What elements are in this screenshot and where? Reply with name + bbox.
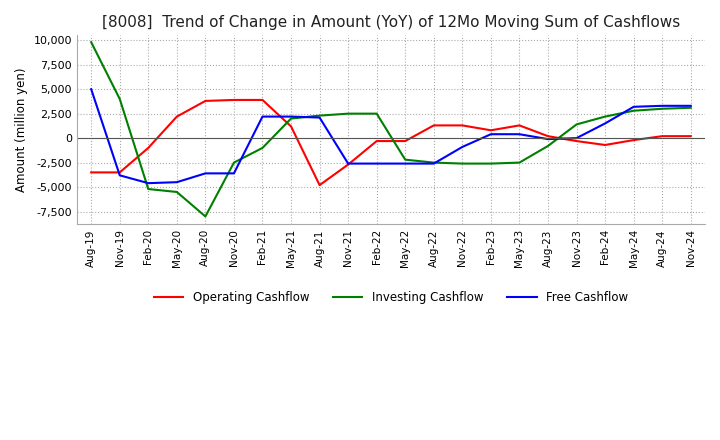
Investing Cashflow bbox=[173, 189, 181, 194]
Investing Cashflow bbox=[429, 160, 438, 165]
Line: Investing Cashflow: Investing Cashflow bbox=[91, 42, 690, 216]
Investing Cashflow bbox=[258, 145, 267, 150]
Operating Cashflow bbox=[173, 114, 181, 119]
Operating Cashflow bbox=[344, 162, 353, 167]
Free Cashflow bbox=[287, 114, 295, 119]
Investing Cashflow bbox=[686, 105, 695, 110]
Operating Cashflow bbox=[372, 139, 381, 144]
Free Cashflow bbox=[258, 114, 267, 119]
Free Cashflow bbox=[401, 161, 410, 166]
Free Cashflow bbox=[201, 171, 210, 176]
Free Cashflow bbox=[344, 161, 353, 166]
Investing Cashflow bbox=[515, 160, 523, 165]
Line: Free Cashflow: Free Cashflow bbox=[91, 89, 690, 183]
Free Cashflow bbox=[458, 144, 467, 150]
Operating Cashflow bbox=[144, 145, 153, 150]
Operating Cashflow bbox=[458, 123, 467, 128]
Investing Cashflow bbox=[230, 160, 238, 165]
Operating Cashflow bbox=[287, 124, 295, 129]
Free Cashflow bbox=[600, 121, 609, 126]
Investing Cashflow bbox=[372, 111, 381, 116]
Free Cashflow bbox=[115, 172, 124, 178]
Free Cashflow bbox=[686, 103, 695, 109]
Legend: Operating Cashflow, Investing Cashflow, Free Cashflow: Operating Cashflow, Investing Cashflow, … bbox=[149, 286, 633, 309]
Investing Cashflow bbox=[458, 161, 467, 166]
Operating Cashflow bbox=[87, 170, 96, 175]
Investing Cashflow bbox=[344, 111, 353, 116]
Investing Cashflow bbox=[144, 187, 153, 192]
Y-axis label: Amount (million yen): Amount (million yen) bbox=[15, 68, 28, 192]
Free Cashflow bbox=[658, 103, 667, 109]
Operating Cashflow bbox=[401, 139, 410, 144]
Operating Cashflow bbox=[230, 97, 238, 103]
Operating Cashflow bbox=[629, 137, 638, 143]
Free Cashflow bbox=[629, 104, 638, 110]
Free Cashflow bbox=[544, 136, 552, 142]
Operating Cashflow bbox=[658, 133, 667, 139]
Free Cashflow bbox=[429, 161, 438, 166]
Operating Cashflow bbox=[315, 183, 324, 188]
Investing Cashflow bbox=[600, 114, 609, 119]
Investing Cashflow bbox=[572, 122, 581, 127]
Investing Cashflow bbox=[658, 106, 667, 111]
Title: [8008]  Trend of Change in Amount (YoY) of 12Mo Moving Sum of Cashflows: [8008] Trend of Change in Amount (YoY) o… bbox=[102, 15, 680, 30]
Free Cashflow bbox=[87, 87, 96, 92]
Free Cashflow bbox=[230, 171, 238, 176]
Line: Operating Cashflow: Operating Cashflow bbox=[91, 100, 690, 185]
Investing Cashflow bbox=[315, 113, 324, 118]
Operating Cashflow bbox=[201, 98, 210, 103]
Operating Cashflow bbox=[115, 170, 124, 175]
Operating Cashflow bbox=[544, 133, 552, 139]
Investing Cashflow bbox=[201, 214, 210, 219]
Free Cashflow bbox=[144, 180, 153, 186]
Free Cashflow bbox=[572, 136, 581, 141]
Investing Cashflow bbox=[87, 40, 96, 45]
Operating Cashflow bbox=[258, 97, 267, 103]
Investing Cashflow bbox=[487, 161, 495, 166]
Operating Cashflow bbox=[686, 133, 695, 139]
Investing Cashflow bbox=[544, 143, 552, 149]
Operating Cashflow bbox=[600, 143, 609, 148]
Operating Cashflow bbox=[515, 123, 523, 128]
Free Cashflow bbox=[173, 180, 181, 185]
Free Cashflow bbox=[515, 132, 523, 137]
Free Cashflow bbox=[315, 115, 324, 120]
Investing Cashflow bbox=[401, 157, 410, 162]
Free Cashflow bbox=[372, 161, 381, 166]
Investing Cashflow bbox=[287, 116, 295, 121]
Investing Cashflow bbox=[629, 108, 638, 114]
Investing Cashflow bbox=[115, 96, 124, 102]
Operating Cashflow bbox=[572, 139, 581, 144]
Free Cashflow bbox=[487, 132, 495, 137]
Operating Cashflow bbox=[487, 128, 495, 133]
Operating Cashflow bbox=[429, 123, 438, 128]
